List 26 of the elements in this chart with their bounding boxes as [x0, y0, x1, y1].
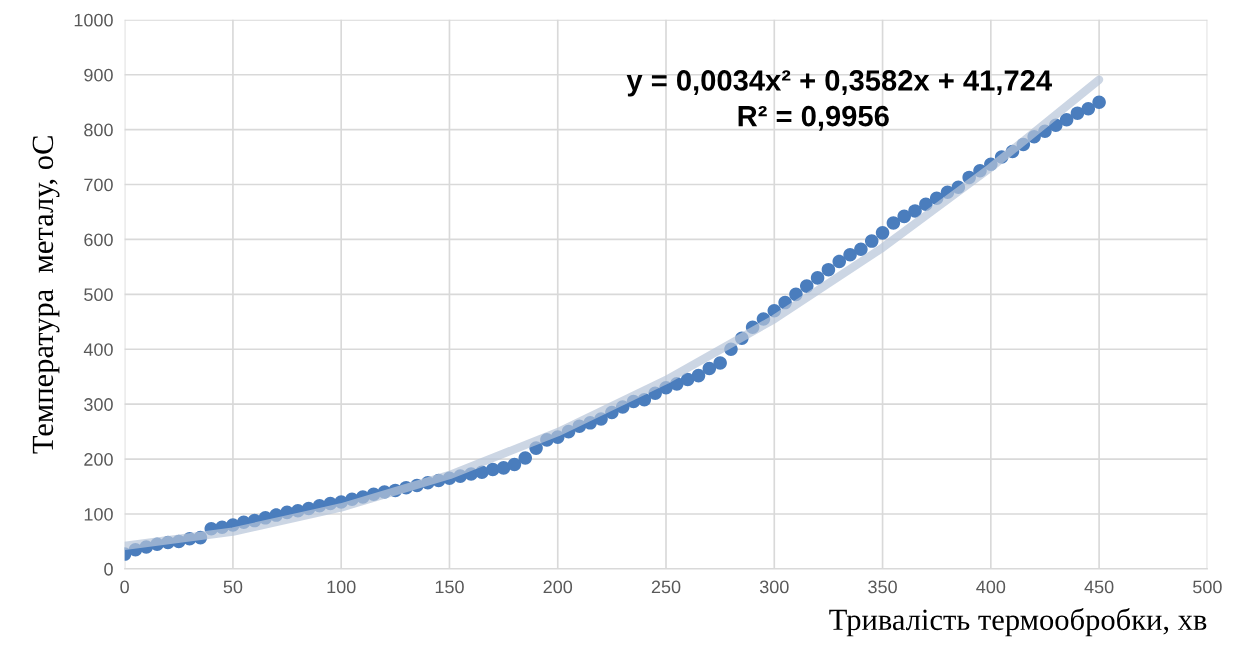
y-tick-label: 700: [84, 178, 113, 192]
x-axis-title: Тривалість термообробки, хв: [829, 607, 1207, 637]
x-tick-label: 200: [543, 580, 573, 594]
annotation: R² = 0,9956: [738, 105, 889, 131]
y-tick-label: 600: [84, 233, 113, 247]
annotation: y = 0,0034x² + 0,3582x + 41,724: [626, 70, 1052, 97]
x-tick-label: 300: [759, 580, 789, 594]
y-tick-label: 500: [84, 288, 113, 302]
x-tick-label: 350: [868, 580, 897, 594]
x-tick-label: 450: [1084, 580, 1114, 594]
y-axis-title: Температура металу, оС: [32, 136, 60, 454]
y-tick-label: 200: [84, 453, 113, 466]
x-tick-label: 100: [327, 580, 356, 594]
x-tick-label: 400: [976, 580, 1006, 594]
y-tick-label: 900: [84, 68, 113, 82]
y-tick-label: 100: [84, 507, 113, 521]
y-tick-label: 1000: [74, 13, 113, 27]
x-tick-label: 250: [651, 580, 681, 594]
x-tick-label: 150: [435, 580, 464, 594]
y-tick-label: 800: [84, 123, 113, 137]
x-tick-label: 500: [1193, 580, 1222, 594]
y-tick-label: 300: [84, 398, 113, 411]
y-tick-label: 0: [104, 562, 113, 576]
x-tick-label: 50: [223, 580, 243, 594]
y-tick-label: 400: [83, 343, 113, 356]
x-tick-label: 0: [120, 580, 129, 594]
